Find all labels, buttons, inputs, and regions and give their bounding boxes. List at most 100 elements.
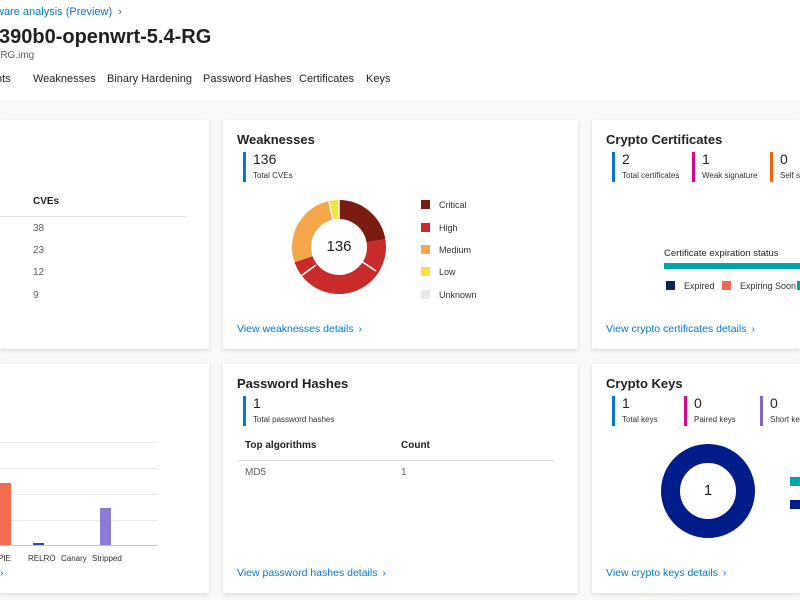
stat-value: 0 (780, 151, 788, 167)
count-cell: 1 (401, 467, 407, 478)
cve-count: 12 (33, 267, 45, 278)
legend-expiring-soon: Expiring Soon (722, 281, 796, 291)
gridline (0, 442, 157, 443)
weak-signature-stat: 1 Weak signature (692, 152, 757, 182)
legend-swatch (790, 500, 800, 509)
components-card: CVEs 38 23 12 9 (0, 120, 209, 349)
legend-swatch (797, 281, 800, 290)
legend-low: Low (421, 267, 456, 277)
total-cves-stat: 136 Total CVEs (243, 152, 293, 182)
table-divider (0, 216, 186, 217)
tab-binary-hardening[interactable]: Binary Hardening (107, 73, 192, 85)
stat-label: Short ke (770, 415, 800, 424)
view-crypto-certificates-link[interactable]: View crypto certificates details › (606, 323, 755, 335)
bar-label: Canary (61, 554, 87, 563)
weaknesses-donut-chart[interactable] (291, 199, 387, 295)
page-header: ware analysis (Preview) › 390b0-openwrt-5… (0, 0, 800, 100)
total-cves-label: Total CVEs (253, 171, 293, 180)
legend-expired: Expired (666, 281, 715, 291)
stat-label: Total certificates (622, 171, 680, 180)
stat-value: 1 (253, 395, 261, 411)
total-certificates-stat: 2 Total certificates (612, 152, 679, 182)
donut-segment-medium[interactable] (292, 200, 386, 294)
tab-keys[interactable]: Keys (366, 73, 391, 85)
view-binary-hardening-link[interactable]: › (0, 567, 4, 579)
stat-value: 0 (770, 395, 778, 411)
chevron-right-icon: › (0, 567, 4, 579)
chevron-right-icon: › (722, 567, 727, 579)
legend-swatch (666, 281, 675, 290)
legend-swatch (722, 281, 731, 290)
crypto-keys-card: Crypto Keys 1 Total keys 0 Paired keys 0… (592, 364, 800, 593)
table-divider (237, 460, 554, 461)
password-hashes-card: Password Hashes 1 Total password hashes … (223, 364, 578, 593)
chevron-right-icon: › (751, 323, 755, 335)
expiration-status-title: Certificate expiration status (664, 248, 779, 259)
stat-label: Total password hashes (253, 415, 335, 424)
total-cves-value: 136 (253, 151, 277, 167)
bar-label: RELRO (28, 554, 56, 563)
tab-certificates[interactable]: Certificates (299, 73, 355, 85)
gridline (0, 520, 157, 521)
stat-value: 1 (702, 151, 710, 167)
weaknesses-card: Weaknesses 136 Total CVEs 136 Critical H… (223, 120, 578, 349)
chevron-right-icon: › (118, 6, 122, 18)
cves-column-header: CVEs (33, 196, 60, 207)
algorithm-cell: MD5 (245, 467, 267, 478)
donut-center-value: 136 (326, 238, 352, 255)
legend-high: High (421, 223, 458, 233)
legend-swatch (421, 267, 430, 276)
legend-unknown: Unknown (421, 290, 477, 300)
page-title: 390b0-openwrt-5.4-RG (0, 26, 212, 48)
cve-count: 38 (33, 223, 45, 234)
expiration-status-bar[interactable] (664, 263, 800, 269)
bar-pie[interactable] (0, 483, 11, 545)
legend-swatch (421, 245, 430, 254)
view-crypto-keys-link[interactable]: View crypto keys details › (606, 567, 727, 579)
stat-label: Paired keys (694, 415, 736, 424)
tab-components[interactable]: nts (0, 73, 11, 85)
stat-label: Self si (780, 171, 800, 180)
legend-medium: Medium (421, 245, 471, 255)
stat-value: 2 (622, 151, 630, 167)
legend-swatch (421, 200, 430, 209)
total-password-hashes-stat: 1 Total password hashes (243, 396, 334, 426)
count-column-header: Count (401, 440, 430, 451)
bar-stripped[interactable] (100, 508, 111, 545)
paired-keys-stat: 0 Paired keys (684, 396, 736, 426)
cve-count: 23 (33, 245, 45, 256)
stat-label: Total keys (622, 415, 658, 424)
crypto-keys-title: Crypto Keys (606, 376, 683, 391)
stat-label: Weak signature (702, 171, 758, 180)
short-keys-stat: 0 Short ke (760, 396, 800, 426)
total-keys-stat: 1 Total keys (612, 396, 658, 426)
tab-weaknesses[interactable]: Weaknesses (33, 73, 96, 85)
crypto-certificates-title: Crypto Certificates (606, 132, 723, 147)
password-hashes-title: Password Hashes (237, 376, 349, 391)
binary-hardening-card: PIE RELRO Canary Stripped › (0, 364, 209, 593)
stat-value: 0 (694, 395, 702, 411)
chevron-right-icon: › (382, 567, 386, 579)
crypto-keys-donut-chart[interactable] (660, 443, 756, 539)
gridline (0, 494, 157, 495)
legend-critical: Critical (421, 200, 467, 210)
donut-segment-total-keys[interactable] (661, 444, 755, 538)
algorithm-column-header: Top algorithms (245, 440, 317, 451)
bar-relro[interactable] (33, 543, 44, 545)
legend-swatch (421, 290, 430, 299)
bar-label: PIE (0, 554, 11, 563)
legend-swatch (421, 223, 430, 232)
cve-count: 9 (33, 290, 39, 301)
breadcrumb[interactable]: ware analysis (Preview) › (0, 6, 122, 18)
bar-label: Stripped (92, 554, 122, 563)
breadcrumb-link[interactable]: ware analysis (Preview) (0, 6, 113, 18)
chevron-right-icon: › (358, 323, 363, 335)
view-weaknesses-link[interactable]: View weaknesses details › (237, 323, 363, 335)
page-subtitle: -RG.img (0, 50, 35, 61)
tab-password-hashes[interactable]: Password Hashes (203, 73, 292, 85)
donut-segment-high[interactable] (292, 200, 386, 294)
view-password-hashes-link[interactable]: View password hashes details › (237, 567, 386, 579)
legend-swatch (790, 477, 800, 486)
gridline (0, 468, 157, 469)
weaknesses-title: Weaknesses (237, 132, 315, 147)
